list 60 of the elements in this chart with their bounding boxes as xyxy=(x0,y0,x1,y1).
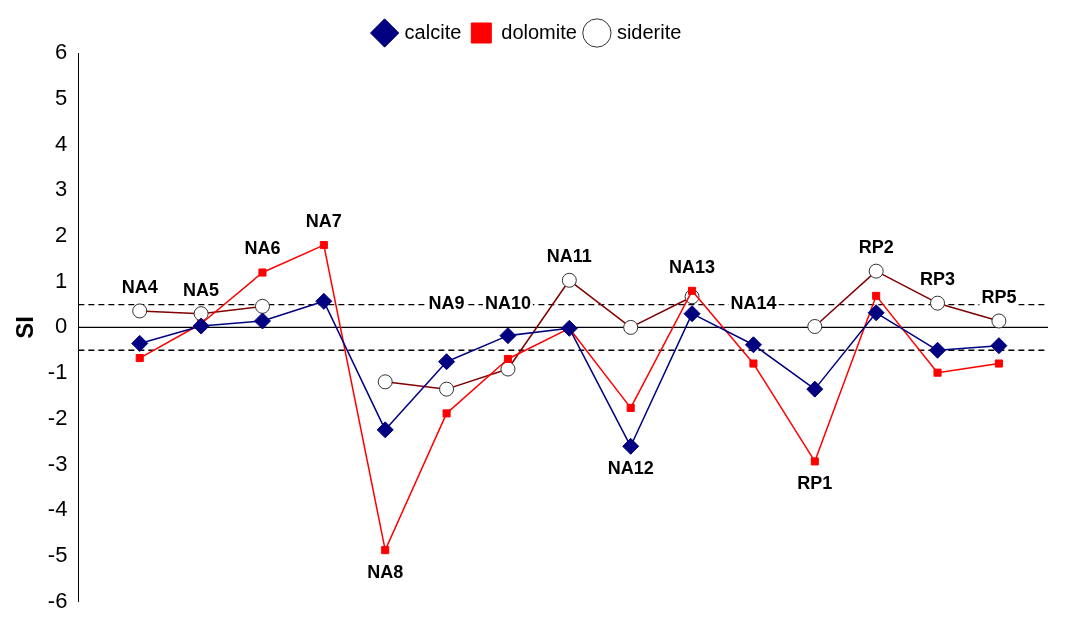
y-tick-label: 6 xyxy=(55,39,68,65)
x-tick-label: NA9 xyxy=(428,293,465,314)
point xyxy=(376,421,394,439)
x-tick-label: NA13 xyxy=(669,256,716,277)
point xyxy=(442,409,451,418)
x-tick-label: NA7 xyxy=(305,211,342,232)
point xyxy=(872,291,881,300)
point xyxy=(933,368,942,377)
x-tick-label: RP2 xyxy=(858,237,894,258)
y-tick-label: -4 xyxy=(47,496,68,522)
legend-label: siderite xyxy=(616,20,682,43)
x-tick-label: NA14 xyxy=(730,293,777,314)
y-tick-label: -1 xyxy=(47,359,68,385)
y-tick-label: -2 xyxy=(47,404,68,430)
y-tick-label: -5 xyxy=(47,542,68,568)
y-axis-title: SI xyxy=(11,316,39,339)
x-tick-label: NA8 xyxy=(367,562,404,583)
y-tick-label: -3 xyxy=(47,450,68,476)
point xyxy=(683,305,701,323)
point xyxy=(319,241,328,250)
x-tick-label: RP3 xyxy=(920,269,956,290)
x-tick-label: NA6 xyxy=(244,238,281,259)
point xyxy=(503,354,512,363)
x-tick-label: NA12 xyxy=(607,458,654,479)
point xyxy=(381,546,390,555)
point xyxy=(438,353,456,371)
y-tick-label: -6 xyxy=(47,587,68,613)
point xyxy=(560,319,578,337)
point xyxy=(622,437,640,455)
point xyxy=(253,312,271,330)
y-tick-label: 3 xyxy=(55,176,68,202)
point xyxy=(806,380,824,398)
point xyxy=(929,341,947,359)
y-tick-label: 1 xyxy=(55,267,68,293)
point xyxy=(258,268,267,277)
point xyxy=(192,317,210,335)
x-tick-label: RP1 xyxy=(797,473,833,494)
y-tick-label: 5 xyxy=(55,84,68,110)
legend-label: calcite xyxy=(404,20,462,43)
point xyxy=(135,354,144,363)
point xyxy=(994,359,1003,368)
y-tick-label: 0 xyxy=(55,313,68,339)
y-tick-label: 2 xyxy=(55,222,68,247)
point xyxy=(810,457,819,466)
legend-label: dolomite xyxy=(501,20,577,43)
x-tick-label: NA4 xyxy=(121,276,158,297)
point xyxy=(867,304,885,322)
point xyxy=(626,403,635,412)
point xyxy=(749,359,758,368)
x-tick-label: RP5 xyxy=(981,286,1017,307)
x-tick-label: NA10 xyxy=(484,293,531,314)
y-tick-label: 4 xyxy=(55,130,68,156)
point xyxy=(990,337,1008,355)
point xyxy=(688,286,697,295)
x-tick-label: NA11 xyxy=(546,246,592,267)
point xyxy=(744,336,762,354)
point xyxy=(131,334,149,352)
x-tick-label: NA5 xyxy=(183,279,220,300)
point xyxy=(315,292,333,310)
point xyxy=(499,327,517,345)
